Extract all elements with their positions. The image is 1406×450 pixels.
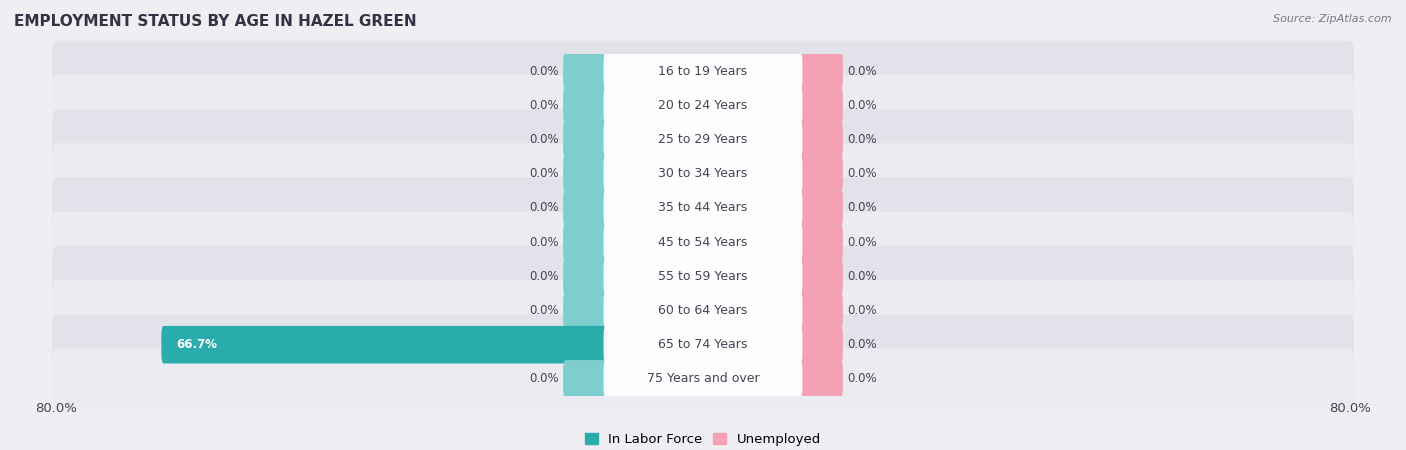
FancyBboxPatch shape <box>603 189 803 227</box>
FancyBboxPatch shape <box>564 257 609 295</box>
FancyBboxPatch shape <box>603 326 803 364</box>
Text: 16 to 19 Years: 16 to 19 Years <box>658 65 748 77</box>
FancyBboxPatch shape <box>797 52 842 90</box>
FancyBboxPatch shape <box>564 121 609 158</box>
Text: 0.0%: 0.0% <box>530 304 560 317</box>
FancyBboxPatch shape <box>797 121 842 158</box>
FancyBboxPatch shape <box>564 223 609 261</box>
Text: 0.0%: 0.0% <box>530 65 560 77</box>
FancyBboxPatch shape <box>52 177 1354 238</box>
FancyBboxPatch shape <box>52 75 1354 136</box>
Text: 20 to 24 Years: 20 to 24 Years <box>658 99 748 112</box>
FancyBboxPatch shape <box>603 52 803 90</box>
FancyBboxPatch shape <box>797 257 842 295</box>
FancyBboxPatch shape <box>603 121 803 158</box>
FancyBboxPatch shape <box>797 326 842 364</box>
Text: 0.0%: 0.0% <box>846 236 876 248</box>
Legend: In Labor Force, Unemployed: In Labor Force, Unemployed <box>579 428 827 450</box>
Text: 45 to 54 Years: 45 to 54 Years <box>658 236 748 248</box>
Text: 0.0%: 0.0% <box>530 270 560 283</box>
Text: 0.0%: 0.0% <box>846 304 876 317</box>
Text: 0.0%: 0.0% <box>846 133 876 146</box>
Text: 0.0%: 0.0% <box>846 373 876 385</box>
FancyBboxPatch shape <box>52 109 1354 170</box>
Text: 25 to 29 Years: 25 to 29 Years <box>658 133 748 146</box>
FancyBboxPatch shape <box>564 292 609 329</box>
Text: 55 to 59 Years: 55 to 59 Years <box>658 270 748 283</box>
Text: 0.0%: 0.0% <box>846 167 876 180</box>
Text: 0.0%: 0.0% <box>530 373 560 385</box>
Text: 30 to 34 Years: 30 to 34 Years <box>658 167 748 180</box>
Text: 0.0%: 0.0% <box>530 202 560 214</box>
FancyBboxPatch shape <box>797 86 842 124</box>
Text: Source: ZipAtlas.com: Source: ZipAtlas.com <box>1274 14 1392 23</box>
FancyBboxPatch shape <box>564 155 609 193</box>
Text: 0.0%: 0.0% <box>530 99 560 112</box>
FancyBboxPatch shape <box>603 257 803 295</box>
Text: 0.0%: 0.0% <box>530 236 560 248</box>
Text: 0.0%: 0.0% <box>846 338 876 351</box>
FancyBboxPatch shape <box>603 360 803 398</box>
Text: 0.0%: 0.0% <box>530 167 560 180</box>
FancyBboxPatch shape <box>52 143 1354 204</box>
FancyBboxPatch shape <box>52 40 1354 102</box>
FancyBboxPatch shape <box>797 155 842 193</box>
FancyBboxPatch shape <box>797 360 842 398</box>
Text: 0.0%: 0.0% <box>846 202 876 214</box>
Text: 60 to 64 Years: 60 to 64 Years <box>658 304 748 317</box>
FancyBboxPatch shape <box>564 52 609 90</box>
Text: 0.0%: 0.0% <box>846 99 876 112</box>
Text: 35 to 44 Years: 35 to 44 Years <box>658 202 748 214</box>
Text: 66.7%: 66.7% <box>176 338 217 351</box>
FancyBboxPatch shape <box>162 326 609 364</box>
FancyBboxPatch shape <box>564 360 609 398</box>
FancyBboxPatch shape <box>52 212 1354 273</box>
Text: 0.0%: 0.0% <box>530 133 560 146</box>
FancyBboxPatch shape <box>564 86 609 124</box>
Text: EMPLOYMENT STATUS BY AGE IN HAZEL GREEN: EMPLOYMENT STATUS BY AGE IN HAZEL GREEN <box>14 14 416 28</box>
FancyBboxPatch shape <box>52 348 1354 410</box>
Text: 75 Years and over: 75 Years and over <box>647 373 759 385</box>
FancyBboxPatch shape <box>797 223 842 261</box>
FancyBboxPatch shape <box>603 86 803 124</box>
Text: 65 to 74 Years: 65 to 74 Years <box>658 338 748 351</box>
FancyBboxPatch shape <box>52 280 1354 341</box>
Text: 0.0%: 0.0% <box>846 65 876 77</box>
FancyBboxPatch shape <box>603 155 803 193</box>
Text: 0.0%: 0.0% <box>846 270 876 283</box>
FancyBboxPatch shape <box>797 189 842 227</box>
FancyBboxPatch shape <box>52 246 1354 307</box>
FancyBboxPatch shape <box>603 223 803 261</box>
FancyBboxPatch shape <box>52 314 1354 375</box>
FancyBboxPatch shape <box>603 292 803 329</box>
FancyBboxPatch shape <box>564 189 609 227</box>
FancyBboxPatch shape <box>797 292 842 329</box>
